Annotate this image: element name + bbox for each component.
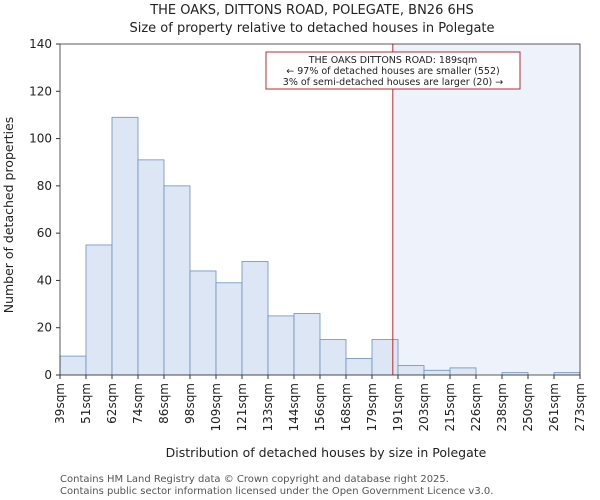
x-tick-label: 86sqm: [157, 383, 171, 424]
x-tick-label: 109sqm: [209, 383, 223, 431]
y-tick-label: 100: [29, 132, 52, 146]
bar: [423, 369, 451, 376]
y-tick-label: 0: [44, 368, 52, 382]
bar: [319, 339, 347, 376]
highlight-region: [392, 44, 580, 375]
x-tick-label: 144sqm: [287, 383, 301, 431]
x-tick-label: 203sqm: [417, 383, 431, 431]
x-axis-ticks: 39sqm 51sqm 62sqm 74sqm 86sqm 98sqm 109sqm 121s…: [53, 375, 587, 431]
annotation-line-2: ← 97% of detached houses are smaller (55…: [286, 66, 499, 77]
footer-line-1: Contains HM Land Registry data © Crown c…: [60, 474, 449, 485]
y-tick-label: 80: [37, 179, 52, 193]
x-tick-label: 250sqm: [521, 383, 535, 431]
bar: [293, 313, 321, 376]
y-tick-label: 20: [37, 321, 52, 335]
x-tick-label: 179sqm: [365, 383, 379, 431]
x-tick-label: 226sqm: [469, 383, 483, 431]
footer-line-2: Contains public sector information licen…: [60, 486, 493, 497]
x-tick-label: 39sqm: [53, 383, 67, 424]
y-tick-label: 60: [37, 226, 52, 240]
y-axis-label: Number of detached properties: [1, 117, 16, 314]
x-tick-label: 261sqm: [547, 383, 561, 431]
x-tick-label: 191sqm: [391, 383, 405, 431]
x-tick-label: 62sqm: [105, 383, 119, 424]
bar: [137, 159, 165, 376]
chart-subtitle: Size of property relative to detached ho…: [129, 21, 494, 36]
bar: [267, 315, 295, 376]
annotation-line-3: 3% of semi-detached houses are larger (2…: [283, 77, 503, 88]
bar: [59, 355, 87, 376]
x-tick-label: 133sqm: [261, 383, 275, 431]
annotation-line-1: THE OAKS DITTONS ROAD: 189sqm: [308, 55, 478, 66]
x-tick-label: 98sqm: [183, 383, 197, 424]
bar: [371, 339, 399, 376]
y-tick-label: 140: [29, 37, 52, 51]
x-axis-label: Distribution of detached houses by size …: [166, 445, 487, 460]
x-tick-label: 238sqm: [495, 383, 509, 431]
y-tick-label: 120: [29, 84, 52, 98]
bar: [241, 261, 269, 376]
bar: [189, 270, 217, 376]
bars-group: [59, 116, 581, 376]
y-axis-ticks: 0 20 40 60 80 100 120 140: [29, 37, 60, 382]
x-tick-label: 121sqm: [235, 383, 249, 431]
x-tick-label: 215sqm: [443, 383, 457, 431]
x-tick-label: 74sqm: [131, 383, 145, 424]
x-tick-label: 51sqm: [79, 383, 93, 424]
bar: [345, 358, 373, 376]
annotation-box: [265, 51, 521, 90]
bar: [163, 185, 191, 376]
bar: [397, 365, 425, 376]
x-tick-label: 156sqm: [313, 383, 327, 431]
chart-title: THE OAKS, DITTONS ROAD, POLEGATE, BN26 6…: [149, 3, 474, 18]
x-tick-label: 273sqm: [573, 383, 587, 431]
marker-annotation: THE OAKS DITTONS ROAD: 189sqm ← 97% of d…: [265, 51, 521, 90]
bar: [85, 244, 113, 376]
bar: [111, 116, 139, 376]
bar: [215, 282, 243, 376]
bar: [449, 367, 477, 376]
x-tick-label: 168sqm: [339, 383, 353, 431]
y-tick-label: 40: [37, 273, 52, 287]
